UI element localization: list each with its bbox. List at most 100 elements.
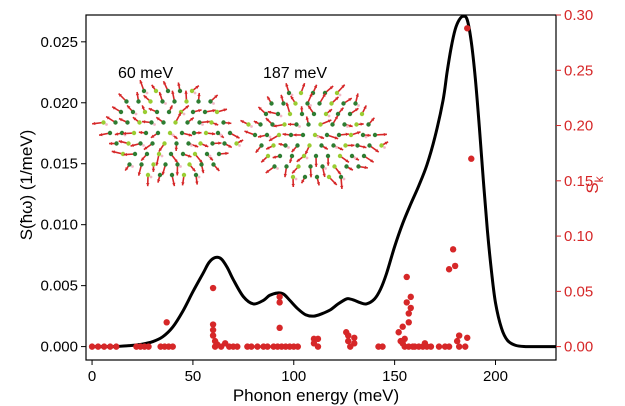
arrow-head	[127, 105, 131, 109]
atom	[215, 130, 221, 136]
atom	[263, 111, 269, 117]
arrow-head	[327, 119, 332, 123]
arrow-head	[300, 106, 304, 110]
atom	[156, 151, 162, 157]
arrow-head	[267, 96, 271, 100]
arrow-head	[364, 165, 368, 170]
atom-small	[305, 156, 309, 160]
x-tick-label: 50	[185, 368, 202, 385]
atom	[326, 174, 332, 180]
atom	[136, 99, 141, 104]
atom	[148, 99, 153, 104]
arrow-head	[158, 92, 162, 96]
atom	[307, 143, 312, 148]
x-axis-ticks: 0 50 100 150 200	[88, 360, 508, 385]
arrow-head	[345, 159, 349, 163]
arrow-head	[163, 81, 167, 85]
arrow-head	[211, 132, 216, 136]
atom	[113, 120, 118, 125]
arrow-head	[118, 140, 123, 144]
atom	[296, 164, 301, 169]
right-tick-label: 0.05	[564, 283, 593, 300]
arrow-head	[334, 136, 339, 140]
atom-small	[364, 135, 368, 139]
arrow-head	[305, 150, 309, 155]
atom	[199, 162, 204, 167]
atom-small	[131, 165, 134, 168]
atom	[318, 122, 323, 127]
arrow-head	[273, 124, 277, 128]
arrow-head	[322, 93, 326, 98]
atom-small	[238, 144, 241, 147]
arrow-head	[371, 117, 375, 122]
atom-small	[357, 104, 360, 107]
atom	[343, 143, 348, 148]
arrow-head	[155, 162, 159, 166]
atom-small	[105, 123, 108, 126]
atom	[301, 153, 307, 159]
arrow-head	[328, 109, 332, 113]
sk-data-point	[399, 323, 406, 330]
arrow-head	[158, 148, 163, 152]
sk-data-point	[276, 293, 283, 301]
atom	[167, 130, 173, 136]
atom	[101, 120, 106, 125]
atom	[118, 109, 124, 115]
arrow-head	[354, 108, 359, 112]
arrow-head	[349, 167, 353, 171]
atom	[124, 99, 129, 104]
atom-small	[142, 144, 145, 147]
arrow-head	[212, 109, 216, 113]
sk-data-point	[401, 335, 408, 343]
arrow-head	[169, 105, 173, 109]
atom	[214, 109, 220, 115]
arrow-head	[195, 85, 199, 89]
sk-data-point	[464, 334, 471, 341]
atom	[290, 174, 296, 180]
atom	[306, 122, 311, 127]
arrow-head	[265, 169, 270, 173]
atom	[289, 153, 295, 159]
arrow-head	[326, 162, 330, 166]
atom-small	[324, 167, 327, 170]
arrow-head	[209, 157, 213, 161]
atom	[155, 130, 161, 136]
sk-data-point	[445, 343, 453, 350]
atom	[342, 122, 347, 127]
atom-small	[346, 125, 349, 128]
atom	[209, 120, 214, 125]
arrow-head	[171, 90, 175, 94]
sk-data-point	[107, 343, 114, 350]
atom	[293, 101, 298, 106]
sk-data-point	[100, 343, 108, 350]
arrow-head	[261, 158, 265, 163]
atom	[143, 130, 149, 136]
atom	[125, 120, 130, 125]
atom	[324, 132, 330, 138]
arrow-head	[337, 170, 341, 175]
atom	[160, 99, 165, 104]
atom	[216, 151, 222, 157]
arrow-head	[141, 105, 145, 109]
arrow-head	[185, 105, 189, 109]
arrow-head	[92, 121, 96, 126]
arrow-head	[139, 80, 143, 84]
arrow-head	[316, 182, 321, 186]
arrow-head	[187, 154, 192, 158]
atom	[334, 90, 340, 96]
atom	[177, 88, 183, 94]
atom	[320, 164, 325, 169]
atom	[173, 120, 178, 125]
sk-data-point	[209, 284, 217, 292]
atom	[185, 120, 190, 125]
atom-small	[316, 135, 320, 139]
arrow-head	[114, 132, 119, 136]
arrow-head	[199, 159, 203, 164]
arrow-head	[109, 141, 113, 146]
atom	[355, 143, 360, 148]
sk-data-point	[395, 329, 402, 336]
atom	[313, 153, 319, 159]
arrow-head	[287, 122, 292, 127]
arrow-head	[157, 179, 161, 183]
